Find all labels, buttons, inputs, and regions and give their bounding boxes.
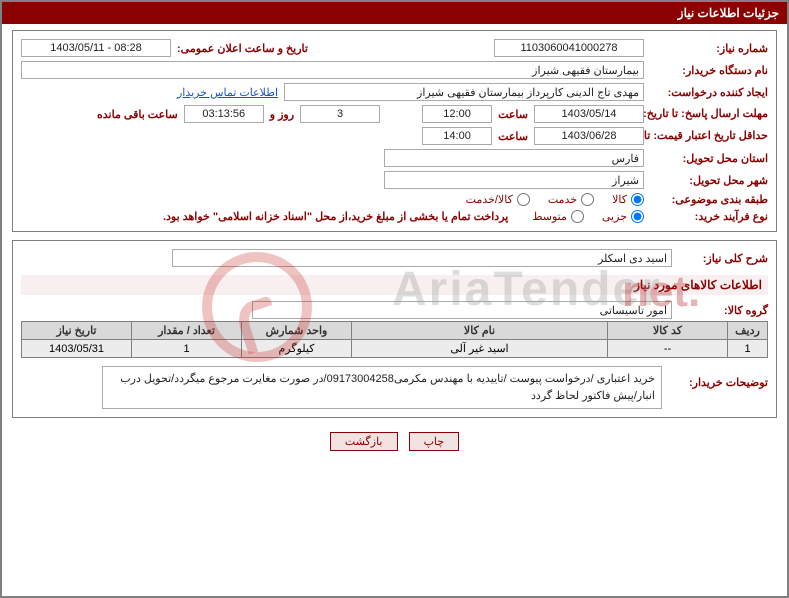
row-general-desc: شرح کلی نیاز: اسید دی اسکلر [21, 247, 768, 269]
row-price-validity: حداقل تاریخ اعتبار قیمت: تا تاریخ: 1403/… [21, 125, 768, 147]
col-code: کد کالا [608, 322, 728, 340]
field-buyer-org: بیمارستان فقیهی شیراز [21, 61, 644, 79]
radio-goods-service[interactable]: کالا/خدمت [466, 193, 530, 206]
field-days-remaining: 3 [300, 105, 380, 123]
row-process-type: نوع فرآیند خرید: جزیی متوسط پرداخت تمام … [21, 208, 768, 225]
row-province: استان محل تحویل: فارس [21, 147, 768, 169]
content-area: شماره نیاز: 1103060041000278 تاریخ و ساع… [2, 24, 787, 461]
label-days-and: روز و [270, 108, 294, 121]
detail-panel: شرح کلی نیاز: اسید دی اسکلر اطلاعات کالا… [12, 240, 777, 418]
radio-medium-input[interactable] [571, 210, 584, 223]
label-remaining: ساعت باقی مانده [97, 108, 178, 121]
field-general-desc: اسید دی اسکلر [172, 249, 672, 267]
radio-small-input[interactable] [631, 210, 644, 223]
back-button[interactable]: بازگشت [330, 432, 398, 451]
label-process-type: نوع فرآیند خرید: [650, 210, 768, 223]
field-request-creator: مهدی تاج الدینی کارپرداز بیمارستان فقیهی… [284, 83, 644, 101]
table-row: 1 -- اسید غیر آلی کیلوگرم 1 1403/05/31 [22, 340, 768, 358]
cell-need-date: 1403/05/31 [22, 340, 132, 358]
field-response-time: 12:00 [422, 105, 492, 123]
col-need-date: تاریخ نیاز [22, 322, 132, 340]
radio-goods-service-input[interactable] [517, 193, 530, 206]
row-need-number: شماره نیاز: 1103060041000278 تاریخ و ساع… [21, 37, 768, 59]
label-general-desc: شرح کلی نیاز: [678, 252, 768, 265]
label-category: طبقه بندی موضوعی: [650, 193, 768, 206]
form-frame: جزئیات اطلاعات نیاز AriaTender .net شمار… [0, 0, 789, 598]
field-province: فارس [384, 149, 644, 167]
label-price-validity: حداقل تاریخ اعتبار قیمت: تا تاریخ: [650, 130, 768, 142]
field-price-validity-date: 1403/06/28 [534, 127, 644, 145]
main-panel: شماره نیاز: 1103060041000278 تاریخ و ساع… [12, 30, 777, 232]
field-time-remaining: 03:13:56 [184, 105, 264, 123]
row-request-creator: ایجاد کننده درخواست: مهدی تاج الدینی کار… [21, 81, 768, 103]
field-announcement-dt: 1403/05/11 - 08:28 [21, 39, 171, 57]
col-unit: واحد شمارش [242, 322, 352, 340]
category-radio-group: کالا خدمت کالا/خدمت [466, 193, 644, 206]
row-category: طبقه بندی موضوعی: کالا خدمت کالا/خدمت [21, 191, 768, 208]
buyer-contact-link[interactable]: اطلاعات تماس خریدار [177, 86, 278, 99]
label-city: شهر محل تحویل: [650, 174, 768, 187]
label-hour-2: ساعت [498, 130, 528, 143]
label-need-number: شماره نیاز: [650, 42, 768, 55]
buyer-notes-box: خرید اعتباری /درخواست پیوست /تاییدیه با … [102, 366, 662, 409]
title-text: جزئیات اطلاعات نیاز [678, 6, 779, 20]
process-radio-group: جزیی متوسط [532, 210, 644, 223]
cell-qty: 1 [132, 340, 242, 358]
col-name: نام کالا [352, 322, 608, 340]
field-city: شیراز [384, 171, 644, 189]
radio-service-input[interactable] [581, 193, 594, 206]
row-item-group: گروه کالا: امور تاسیساتی [21, 299, 768, 321]
row-city: شهر محل تحویل: شیراز [21, 169, 768, 191]
radio-service[interactable]: خدمت [548, 193, 594, 206]
field-price-validity-time: 14:00 [422, 127, 492, 145]
cell-code: -- [608, 340, 728, 358]
row-response-deadline: مهلت ارسال پاسخ: تا تاریخ: 1403/05/14 سا… [21, 103, 768, 125]
field-item-group: امور تاسیساتی [252, 301, 672, 319]
print-button[interactable]: چاپ [409, 432, 460, 451]
payment-note: پرداخت تمام یا بخشی از مبلغ خرید،از محل … [163, 210, 508, 223]
radio-goods-input[interactable] [631, 193, 644, 206]
radio-medium[interactable]: متوسط [532, 210, 584, 223]
cell-name: اسید غیر آلی [352, 340, 608, 358]
title-bar: جزئیات اطلاعات نیاز [2, 2, 787, 24]
label-province: استان محل تحویل: [650, 152, 768, 165]
items-header-row: ردیف کد کالا نام کالا واحد شمارش تعداد /… [22, 322, 768, 340]
items-section-header: اطلاعات کالاهای مورد نیاز [21, 275, 768, 295]
cell-row: 1 [728, 340, 768, 358]
field-response-date: 1403/05/14 [534, 105, 644, 123]
label-item-group: گروه کالا: [678, 304, 768, 317]
row-buyer-org: نام دستگاه خریدار: بیمارستان فقیهی شیراز [21, 59, 768, 81]
label-hour-1: ساعت [498, 108, 528, 121]
radio-goods[interactable]: کالا [612, 193, 644, 206]
label-request-creator: ایجاد کننده درخواست: [650, 86, 768, 99]
items-table: ردیف کد کالا نام کالا واحد شمارش تعداد /… [21, 321, 768, 358]
col-qty: تعداد / مقدار [132, 322, 242, 340]
col-row: ردیف [728, 322, 768, 340]
label-buyer-org: نام دستگاه خریدار: [650, 64, 768, 77]
label-response-deadline: مهلت ارسال پاسخ: تا تاریخ: [650, 108, 768, 120]
cell-unit: کیلوگرم [242, 340, 352, 358]
label-announcement-dt: تاریخ و ساعت اعلان عمومی: [177, 42, 308, 55]
row-buyer-notes: توضیحات خریدار: خرید اعتباری /درخواست پی… [21, 364, 768, 411]
field-need-number: 1103060041000278 [494, 39, 644, 57]
radio-small[interactable]: جزیی [602, 210, 644, 223]
label-buyer-notes: توضیحات خریدار: [668, 366, 768, 389]
button-row: چاپ بازگشت [12, 426, 777, 451]
